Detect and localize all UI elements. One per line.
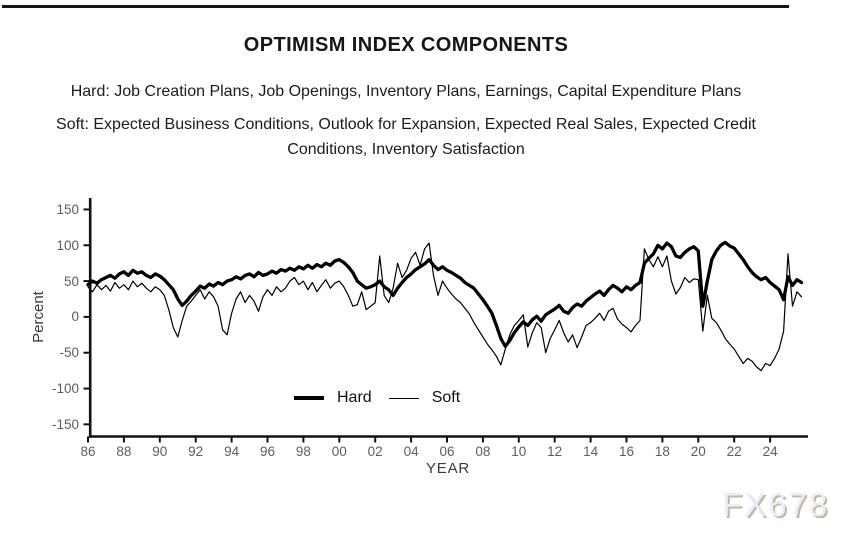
x-tick-label: 24 — [762, 444, 778, 459]
y-tick-label: -100 — [51, 381, 79, 397]
x-tick-label: 06 — [439, 444, 455, 459]
x-tick-label: 14 — [583, 444, 599, 459]
legend-label-soft: Soft — [431, 389, 461, 406]
x-tick-label: 12 — [547, 444, 563, 459]
y-tick-label: 50 — [63, 273, 79, 289]
top-rule — [2, 5, 789, 8]
x-tick-label: 88 — [116, 444, 132, 459]
y-tick-label: 150 — [56, 201, 79, 217]
x-tick-label: 08 — [475, 444, 491, 459]
hard-line-swatch — [294, 396, 324, 400]
y-tick-label: 0 — [71, 309, 79, 325]
x-tick-label: 20 — [690, 444, 706, 459]
subtitle-soft-components: Soft: Expected Business Conditions, Outl… — [56, 116, 756, 158]
x-tick-label: 10 — [511, 444, 527, 459]
x-tick-label: 16 — [618, 444, 635, 459]
x-tick-label: 96 — [259, 444, 276, 459]
y-tick-label: 100 — [56, 237, 79, 253]
legend: Hard Soft — [294, 388, 460, 408]
x-tick-label: 22 — [726, 444, 742, 459]
x-axis-title: YEAR — [425, 460, 471, 477]
x-tick-label: 00 — [331, 444, 347, 459]
page-title: OPTIMISM INDEX COMPONENTS — [243, 34, 569, 56]
series-hard — [86, 240, 804, 348]
legend-label-hard: Hard — [337, 389, 372, 406]
series-soft — [87, 242, 803, 372]
x-tick-label: 04 — [403, 444, 419, 459]
y-tick-label: -150 — [51, 416, 79, 432]
x-tick-label: 94 — [224, 444, 240, 459]
header: OPTIMISM INDEX COMPONENTS Hard: Job Crea… — [0, 33, 812, 162]
y-tick-label: -50 — [59, 345, 79, 361]
x-tick-label: 02 — [367, 444, 383, 459]
x-tick-label: 90 — [152, 444, 168, 459]
x-tick-label: 92 — [188, 444, 204, 459]
y-axis-title: Percent — [30, 291, 47, 343]
x-tick-label: 98 — [295, 444, 311, 459]
x-tick-label: 86 — [80, 444, 96, 459]
watermark: FX678 — [722, 486, 830, 523]
subtitle-hard-components: Hard: Job Creation Plans, Job Openings, … — [70, 83, 742, 100]
x-tick-label: 18 — [654, 444, 670, 459]
soft-line-swatch — [388, 397, 419, 399]
